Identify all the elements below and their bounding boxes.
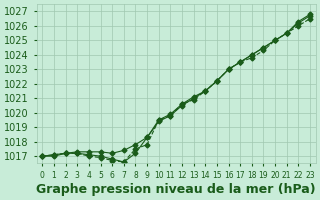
X-axis label: Graphe pression niveau de la mer (hPa): Graphe pression niveau de la mer (hPa) <box>36 183 316 196</box>
